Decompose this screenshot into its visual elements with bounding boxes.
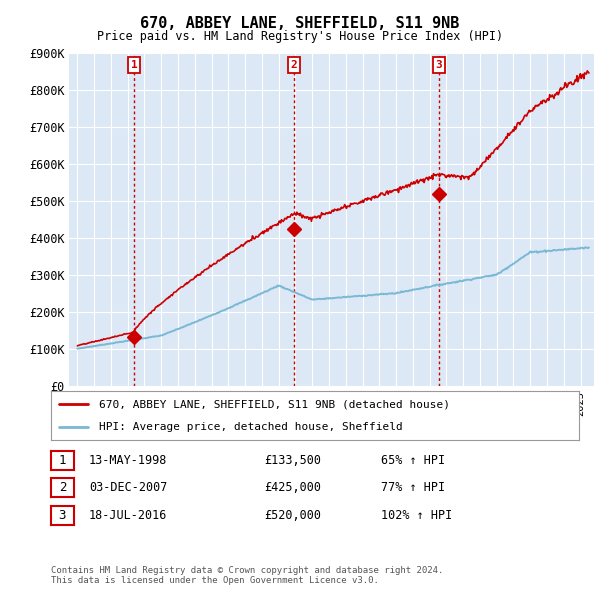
Text: 670, ABBEY LANE, SHEFFIELD, S11 9NB: 670, ABBEY LANE, SHEFFIELD, S11 9NB [140, 16, 460, 31]
Text: 670, ABBEY LANE, SHEFFIELD, S11 9NB (detached house): 670, ABBEY LANE, SHEFFIELD, S11 9NB (det… [98, 399, 449, 409]
Text: 65% ↑ HPI: 65% ↑ HPI [381, 454, 445, 467]
Text: 18-JUL-2016: 18-JUL-2016 [89, 509, 167, 522]
Text: HPI: Average price, detached house, Sheffield: HPI: Average price, detached house, Shef… [98, 422, 402, 432]
Text: 1: 1 [59, 454, 66, 467]
Text: Price paid vs. HM Land Registry's House Price Index (HPI): Price paid vs. HM Land Registry's House … [97, 30, 503, 43]
Text: 03-DEC-2007: 03-DEC-2007 [89, 481, 167, 494]
Text: Contains HM Land Registry data © Crown copyright and database right 2024.
This d: Contains HM Land Registry data © Crown c… [51, 566, 443, 585]
Text: 77% ↑ HPI: 77% ↑ HPI [381, 481, 445, 494]
Text: 13-MAY-1998: 13-MAY-1998 [89, 454, 167, 467]
Text: £133,500: £133,500 [264, 454, 321, 467]
Text: 2: 2 [291, 60, 298, 70]
Text: £520,000: £520,000 [264, 509, 321, 522]
Text: £425,000: £425,000 [264, 481, 321, 494]
Text: 1: 1 [131, 60, 137, 70]
Text: 3: 3 [436, 60, 442, 70]
Text: 102% ↑ HPI: 102% ↑ HPI [381, 509, 452, 522]
Text: 3: 3 [59, 509, 66, 522]
Text: 2: 2 [59, 481, 66, 494]
